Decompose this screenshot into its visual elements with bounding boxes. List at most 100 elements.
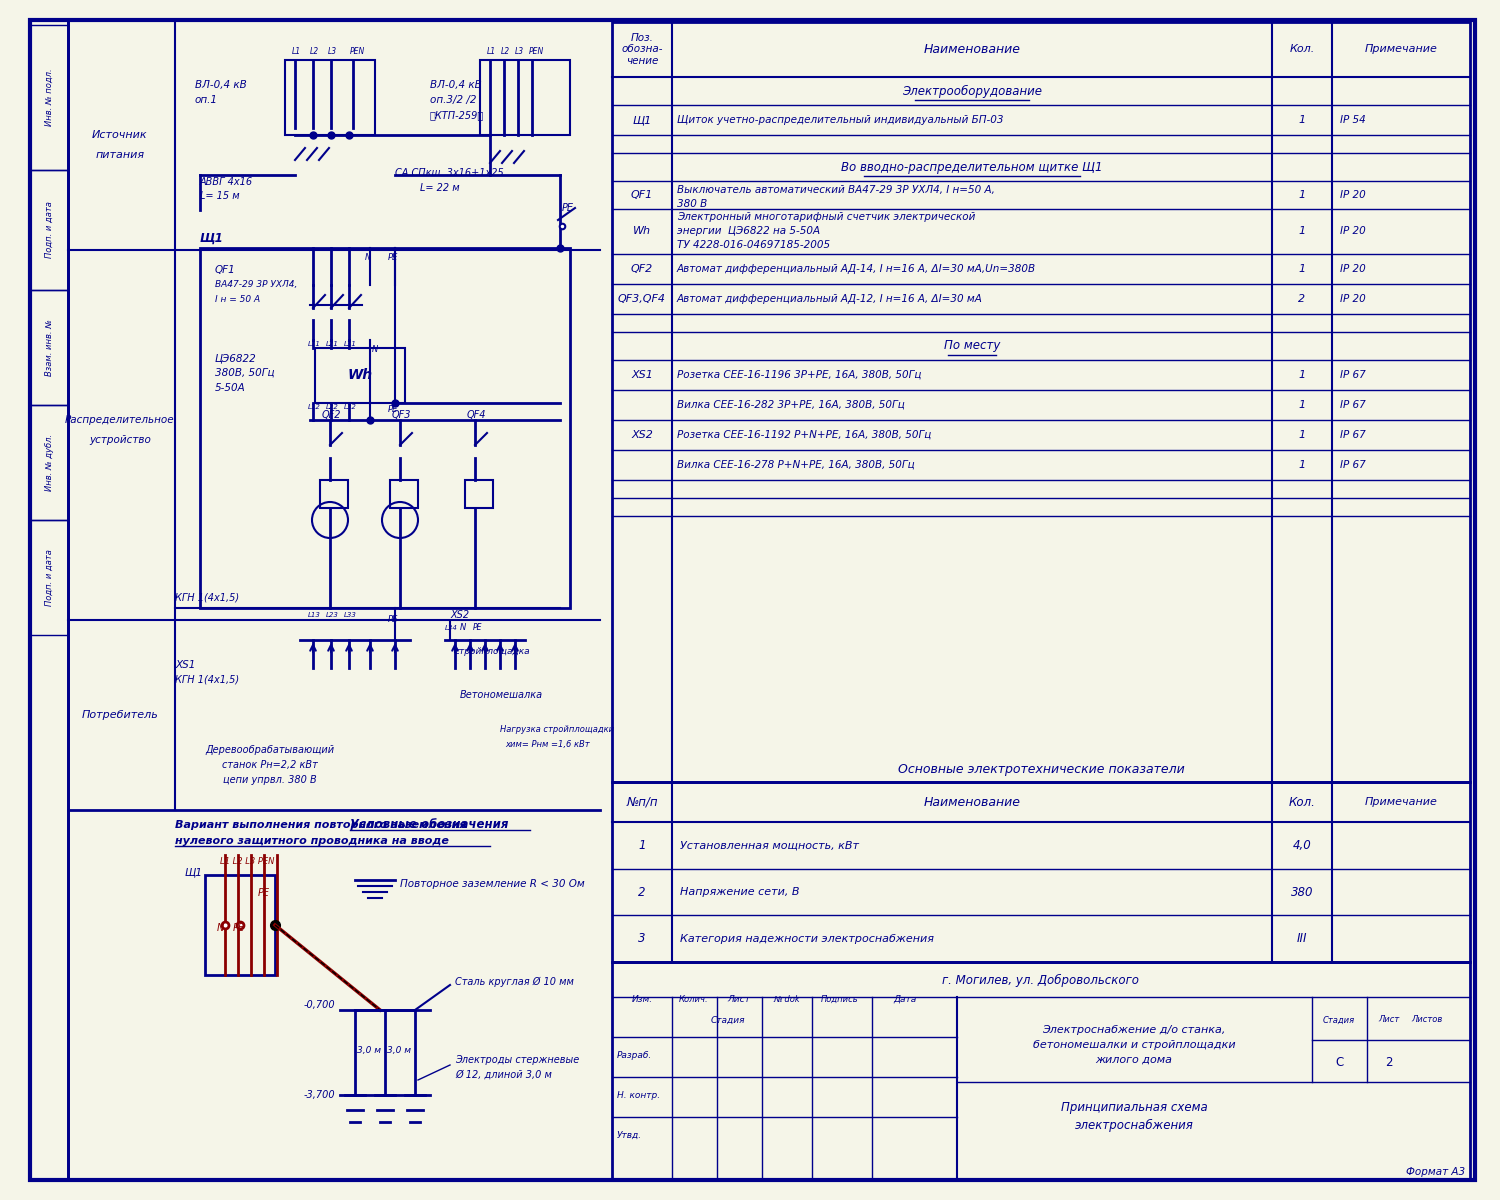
Text: Подпись: Подпись	[821, 995, 860, 1003]
Text: XS1: XS1	[176, 660, 195, 670]
Text: IP 67: IP 67	[1340, 460, 1365, 470]
Text: Электроснабжение д/о станка,: Электроснабжение д/о станка,	[1042, 1025, 1226, 1034]
Text: оп.3/2 /2: оп.3/2 /2	[430, 95, 477, 104]
Text: Примечание: Примечание	[1365, 44, 1437, 54]
Text: QF1: QF1	[214, 265, 236, 275]
Text: Подп. и дата: Подп. и дата	[45, 202, 54, 258]
Text: бетономешалки и стройплощадки: бетономешалки и стройплощадки	[1032, 1040, 1236, 1050]
Text: Н. контр.: Н. контр.	[616, 1091, 660, 1099]
Text: Лист: Лист	[728, 995, 750, 1003]
Text: Розетка CEE-16-1196 3P+PE, 16А, 380В, 50Гц: Розетка CEE-16-1196 3P+PE, 16А, 380В, 50…	[676, 370, 921, 380]
Bar	[480, 60, 570, 134]
Text: Категория надежности электроснабжения: Категория надежности электроснабжения	[680, 934, 934, 943]
Text: стройплощадка: стройплощадка	[454, 648, 531, 656]
Text: IP 20: IP 20	[1340, 294, 1365, 304]
Text: Деревообрабатывающий: Деревообрабатывающий	[206, 745, 334, 755]
Text: оп.1: оп.1	[195, 95, 217, 104]
Text: Колич.: Колич.	[680, 995, 710, 1003]
Bar	[30, 25, 68, 170]
Text: Наименование: Наименование	[924, 796, 1020, 809]
Text: 3,0 м: 3,0 м	[357, 1045, 381, 1055]
Text: хим= Рнм =1,6 кВт: хим= Рнм =1,6 кВт	[506, 740, 590, 750]
Text: L31: L31	[344, 341, 357, 347]
Text: КГН 1(4х1,5): КГН 1(4х1,5)	[176, 674, 238, 685]
Bar	[30, 170, 68, 290]
Text: ТУ 4228-016-04697185-2005: ТУ 4228-016-04697185-2005	[676, 240, 830, 251]
Text: Утвд.: Утвд.	[616, 1130, 642, 1140]
Text: АВВГ 4х16: АВВГ 4х16	[200, 176, 254, 187]
Text: N: N	[364, 253, 372, 263]
Text: Wh: Wh	[348, 368, 372, 382]
Text: Установленная мощность, кВт: Установленная мощность, кВт	[680, 840, 859, 851]
Text: ЦЭ6822: ЦЭ6822	[214, 353, 256, 362]
Text: жилого дома: жилого дома	[1095, 1055, 1173, 1066]
Text: Примечание: Примечание	[1365, 797, 1437, 806]
Text: PE: PE	[388, 616, 399, 624]
Text: PE: PE	[388, 253, 399, 263]
Text: Напряжение сети, В: Напряжение сети, В	[680, 887, 800, 898]
Text: L1 L2 L3 PEN: L1 L2 L3 PEN	[220, 858, 274, 866]
Text: QF2: QF2	[322, 410, 342, 420]
Text: 1: 1	[1299, 227, 1305, 236]
Bar	[30, 404, 68, 520]
Bar	[612, 962, 1470, 1180]
Text: ВЛ-0,4 кВ: ВЛ-0,4 кВ	[430, 80, 482, 90]
Text: 1: 1	[1299, 400, 1305, 410]
Text: 380В, 50Гц: 380В, 50Гц	[214, 368, 274, 378]
Text: -3,700: -3,700	[303, 1090, 334, 1100]
Text: Вилка CEE-16-282 3P+PE, 16А, 380В, 50Гц: Вилка CEE-16-282 3P+PE, 16А, 380В, 50Гц	[676, 400, 904, 410]
Bar	[320, 480, 348, 508]
Text: XS2: XS2	[632, 430, 652, 440]
Text: L1: L1	[292, 48, 302, 56]
Text: Кол.: Кол.	[1290, 44, 1314, 54]
Text: 2: 2	[639, 886, 645, 899]
Text: L23: L23	[326, 612, 339, 618]
Text: 1: 1	[1299, 190, 1305, 200]
Text: Источник: Источник	[92, 130, 148, 140]
Text: 1: 1	[1299, 115, 1305, 125]
Text: PE: PE	[472, 624, 483, 632]
Text: L2: L2	[501, 48, 510, 56]
Text: L11: L11	[308, 341, 321, 347]
Text: 2: 2	[1299, 294, 1305, 304]
Text: L= 22 м: L= 22 м	[420, 182, 459, 193]
Text: Принципиальная схема: Принципиальная схема	[1060, 1100, 1208, 1114]
Text: Изм.: Изм.	[632, 995, 652, 1003]
Text: IP 20: IP 20	[1340, 264, 1365, 274]
Text: электроснабжения: электроснабжения	[1074, 1118, 1194, 1132]
Bar	[612, 22, 1470, 782]
Text: QF2: QF2	[632, 264, 652, 274]
Text: № dok: № dok	[774, 995, 801, 1003]
Text: L3: L3	[514, 48, 523, 56]
Text: Основные электротехнические показатели: Основные электротехнические показатели	[897, 763, 1185, 776]
Text: Формат А3: Формат А3	[1406, 1166, 1466, 1177]
Text: 1: 1	[1299, 264, 1305, 274]
Text: 1: 1	[639, 839, 645, 852]
Text: IP 67: IP 67	[1340, 430, 1365, 440]
Text: станок Рн=2,2 кВт: станок Рн=2,2 кВт	[222, 760, 318, 770]
Text: Автомат дифференциальный АД-14, I н=16 А, ΔI=30 мА,Un=380В: Автомат дифференциальный АД-14, I н=16 А…	[676, 264, 1036, 274]
Text: Вариант выполнения повторного заземления: Вариант выполнения повторного заземления	[176, 820, 466, 830]
Text: IP 67: IP 67	[1340, 400, 1365, 410]
Text: PE: PE	[232, 923, 244, 934]
Text: III: III	[1296, 932, 1306, 946]
Text: 1: 1	[1299, 460, 1305, 470]
Text: Щ1: Щ1	[633, 115, 651, 125]
Text: 3: 3	[639, 932, 645, 946]
Text: Щиток учетно-распределительный индивидуальный БП-03: Щиток учетно-распределительный индивидуа…	[676, 115, 1004, 125]
Text: цепи упрвл. 380 В: цепи упрвл. 380 В	[224, 775, 316, 785]
Bar	[200, 248, 570, 608]
Text: Поз.
обозна-
чение: Поз. обозна- чение	[621, 32, 663, 66]
Bar	[30, 290, 68, 404]
Text: L3: L3	[328, 48, 338, 56]
Text: Стадия: Стадия	[1323, 1015, 1354, 1025]
Bar	[285, 60, 375, 134]
Text: XS1: XS1	[632, 370, 652, 380]
Text: L2: L2	[310, 48, 320, 56]
Text: Сталь круглая Ø 10 мм: Сталь круглая Ø 10 мм	[454, 977, 574, 988]
Bar	[390, 480, 418, 508]
Text: N: N	[217, 923, 225, 934]
Text: ВЛ-0,4 кВ: ВЛ-0,4 кВ	[195, 80, 246, 90]
Text: КГН 1(4х1,5): КГН 1(4х1,5)	[176, 593, 238, 602]
Text: L1: L1	[488, 48, 496, 56]
